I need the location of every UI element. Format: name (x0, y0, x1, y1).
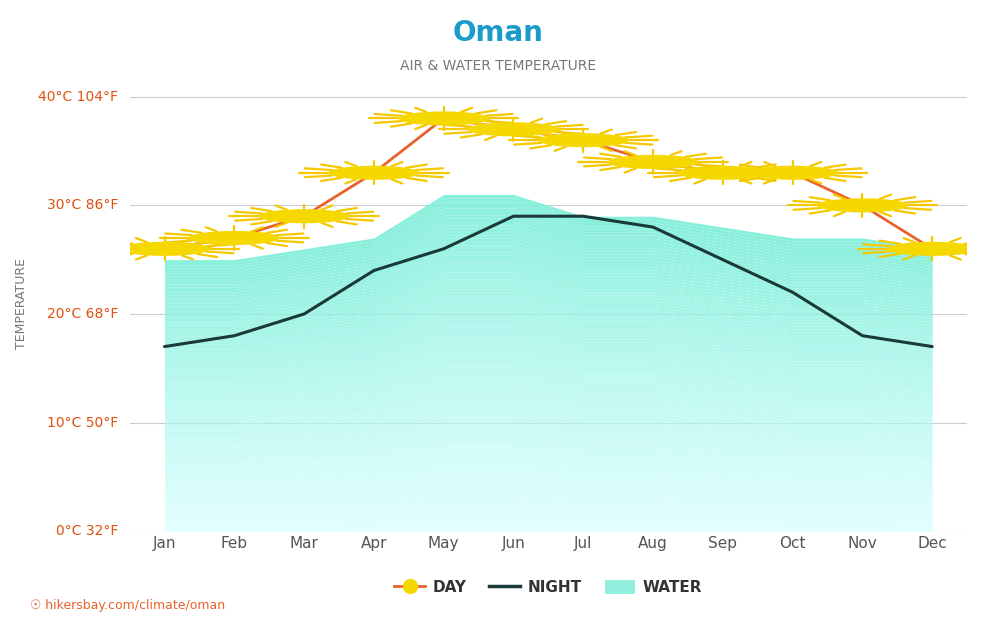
Circle shape (886, 242, 977, 256)
Text: 40°C 104°F: 40°C 104°F (39, 90, 119, 104)
Circle shape (328, 166, 419, 180)
Text: 20°C 68°F: 20°C 68°F (47, 307, 119, 321)
Text: Oman: Oman (453, 19, 544, 47)
Text: 30°C 86°F: 30°C 86°F (47, 198, 119, 212)
Circle shape (188, 231, 279, 245)
Text: AIR & WATER TEMPERATURE: AIR & WATER TEMPERATURE (401, 59, 596, 73)
Text: 10°C 50°F: 10°C 50°F (47, 416, 119, 429)
Circle shape (747, 166, 837, 180)
Circle shape (398, 111, 489, 126)
Y-axis label: TEMPERATURE: TEMPERATURE (15, 258, 28, 349)
Circle shape (258, 209, 349, 223)
Text: ☉ hikersbay.com/climate/oman: ☉ hikersbay.com/climate/oman (30, 599, 225, 612)
Circle shape (537, 133, 628, 148)
Circle shape (468, 122, 558, 136)
Text: 0°C 32°F: 0°C 32°F (56, 524, 119, 538)
Circle shape (677, 166, 768, 180)
Circle shape (607, 155, 698, 169)
Circle shape (119, 242, 209, 256)
Circle shape (817, 198, 907, 212)
Legend: DAY, NIGHT, WATER: DAY, NIGHT, WATER (388, 574, 709, 601)
